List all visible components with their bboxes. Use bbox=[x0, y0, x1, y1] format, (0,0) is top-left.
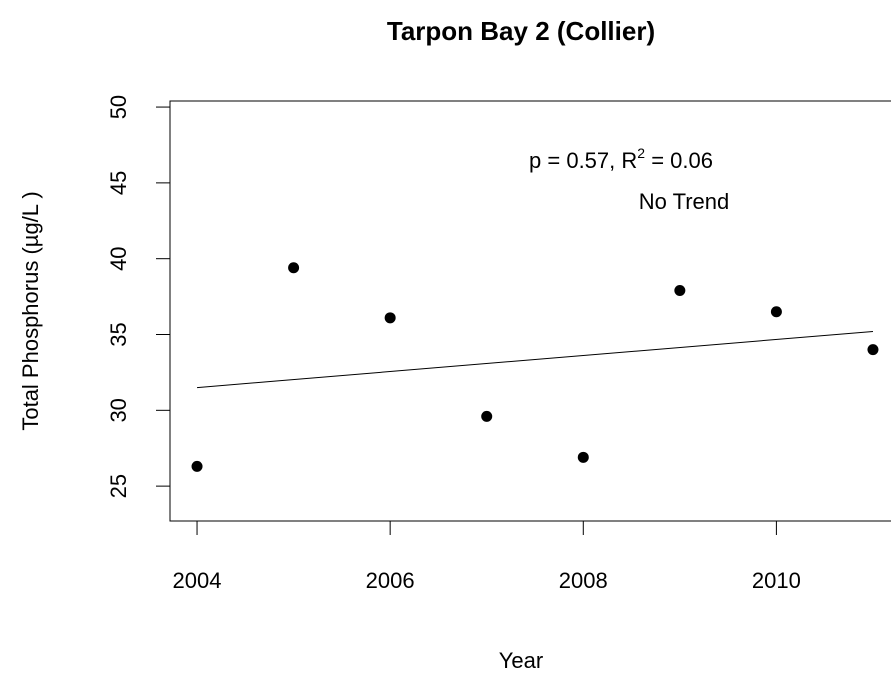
x-tick-label: 2010 bbox=[752, 568, 801, 593]
y-tick-label: 45 bbox=[106, 171, 131, 195]
y-tick-label: 25 bbox=[106, 474, 131, 498]
point bbox=[577, 451, 589, 463]
y-axis-label: Total Phosphorus (µg/L ) bbox=[18, 191, 43, 430]
point bbox=[770, 306, 782, 318]
y-tick-label: 50 bbox=[106, 95, 131, 119]
y-tick-label: 35 bbox=[106, 322, 131, 346]
annotation: No Trend bbox=[639, 189, 730, 214]
x-tick-label: 2008 bbox=[559, 568, 608, 593]
point bbox=[191, 460, 203, 472]
trend-line bbox=[196, 330, 874, 389]
chart-title: Tarpon Bay 2 (Collier) bbox=[387, 16, 655, 46]
point bbox=[481, 410, 493, 422]
x-axis-label: Year bbox=[499, 648, 543, 673]
x-tick-label: 2006 bbox=[366, 568, 415, 593]
annotation: p = 0.57, R2 = 0.06 bbox=[529, 145, 713, 173]
point bbox=[288, 262, 300, 274]
x-tick-label: 2004 bbox=[173, 568, 222, 593]
annotation-superscript: 2 bbox=[637, 145, 645, 161]
annotation-text: p = 0.57, R bbox=[529, 148, 637, 173]
annotation-text: = 0.06 bbox=[645, 148, 713, 173]
point bbox=[384, 312, 396, 324]
point bbox=[867, 344, 879, 356]
point bbox=[674, 285, 686, 297]
plot-frame bbox=[169, 100, 891, 522]
y-tick-label: 30 bbox=[106, 398, 131, 422]
y-tick-label: 40 bbox=[106, 246, 131, 270]
